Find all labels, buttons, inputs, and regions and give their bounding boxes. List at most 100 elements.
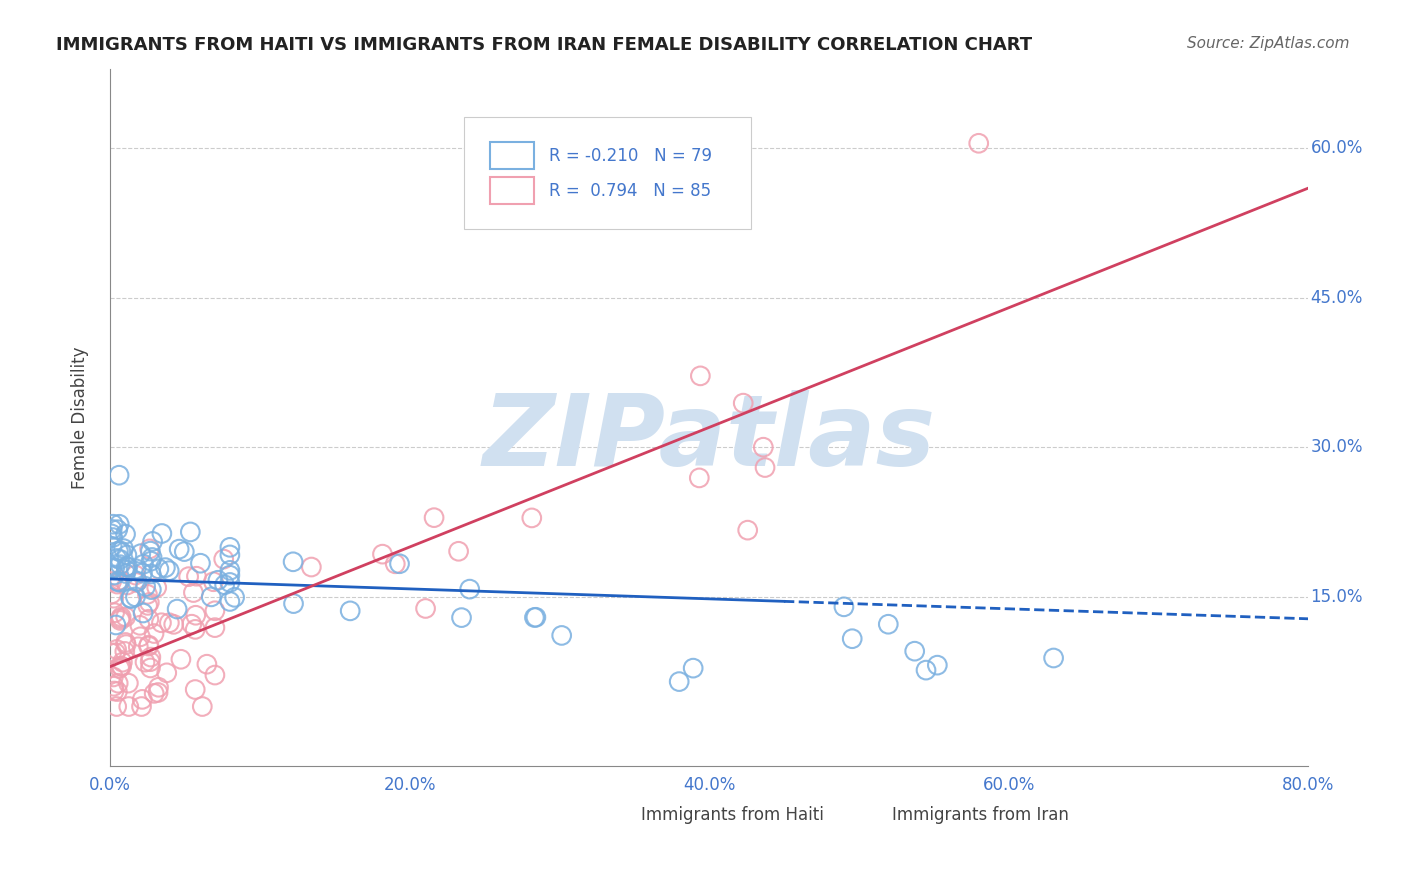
FancyBboxPatch shape: [582, 793, 627, 820]
Point: [110, 544, 132, 558]
Point: [114, 610, 136, 624]
Point: [129, 547, 152, 561]
Point: [105, 699, 128, 714]
Point: [103, 670, 125, 684]
Point: [141, 550, 163, 565]
Point: [145, 581, 167, 595]
Point: [927, 658, 949, 673]
Point: [388, 557, 411, 571]
Point: [146, 685, 169, 699]
Point: [107, 544, 129, 558]
Point: [100, 527, 122, 541]
Point: [202, 574, 225, 589]
Point: [163, 617, 186, 632]
Point: [110, 610, 132, 624]
Point: [103, 684, 125, 698]
Point: [131, 699, 153, 714]
Point: [103, 568, 125, 582]
Point: [117, 676, 139, 690]
Point: [115, 559, 138, 574]
Text: R = -0.210   N = 79: R = -0.210 N = 79: [548, 147, 711, 165]
Point: [150, 615, 173, 630]
Point: [157, 564, 180, 578]
Point: [114, 566, 136, 581]
Point: [138, 541, 160, 556]
Point: [668, 674, 690, 689]
Point: [117, 560, 139, 574]
Point: [115, 578, 138, 592]
Point: [219, 575, 242, 590]
Point: [688, 471, 710, 485]
Point: [108, 517, 131, 532]
Point: [339, 604, 361, 618]
Point: [104, 646, 127, 660]
Point: [281, 555, 304, 569]
Point: [115, 638, 138, 652]
Point: [219, 563, 242, 577]
Point: [138, 595, 160, 609]
Point: [170, 652, 193, 666]
Point: [915, 663, 938, 677]
Point: [125, 575, 148, 590]
Point: [110, 659, 132, 673]
Point: [139, 655, 162, 669]
Point: [157, 615, 180, 630]
Point: [520, 511, 543, 525]
Point: [107, 574, 129, 589]
Point: [129, 630, 152, 644]
Point: [207, 574, 229, 588]
Point: [190, 556, 212, 570]
Point: [105, 642, 128, 657]
Point: [105, 577, 128, 591]
Point: [447, 544, 470, 558]
Point: [118, 699, 141, 714]
Point: [105, 684, 128, 698]
Point: [283, 597, 305, 611]
Point: [100, 587, 122, 601]
Point: [131, 566, 153, 581]
Point: [166, 602, 188, 616]
Point: [1042, 651, 1064, 665]
Text: Source: ZipAtlas.com: Source: ZipAtlas.com: [1187, 36, 1350, 51]
Point: [186, 569, 208, 583]
Point: [101, 531, 124, 545]
Point: [184, 623, 207, 637]
Point: [128, 618, 150, 632]
Point: [737, 523, 759, 537]
Point: [689, 368, 711, 383]
FancyBboxPatch shape: [834, 793, 879, 820]
Point: [108, 468, 131, 483]
Point: [450, 610, 472, 624]
Point: [114, 635, 136, 649]
Point: [120, 591, 142, 606]
Point: [115, 548, 138, 562]
Point: [150, 526, 173, 541]
Point: [110, 659, 132, 673]
Point: [139, 554, 162, 568]
Point: [156, 665, 179, 680]
Point: [841, 632, 863, 646]
Point: [219, 541, 242, 555]
Point: [110, 614, 132, 628]
Point: [138, 612, 160, 626]
Point: [100, 646, 122, 660]
FancyBboxPatch shape: [464, 118, 751, 229]
Point: [904, 644, 927, 658]
Point: [155, 560, 177, 574]
Point: [101, 523, 124, 537]
Point: [104, 618, 127, 632]
Point: [131, 692, 153, 706]
Point: [124, 568, 146, 582]
Point: [752, 440, 775, 454]
Point: [179, 524, 201, 539]
Point: [101, 517, 124, 532]
Text: 60.0%: 60.0%: [1310, 139, 1362, 157]
Point: [127, 640, 149, 654]
Point: [184, 608, 207, 623]
Point: [134, 655, 156, 669]
Point: [299, 560, 322, 574]
Point: [204, 604, 226, 618]
Point: [103, 606, 125, 620]
Point: [524, 610, 547, 624]
Text: Immigrants from Iran: Immigrants from Iran: [893, 806, 1070, 824]
